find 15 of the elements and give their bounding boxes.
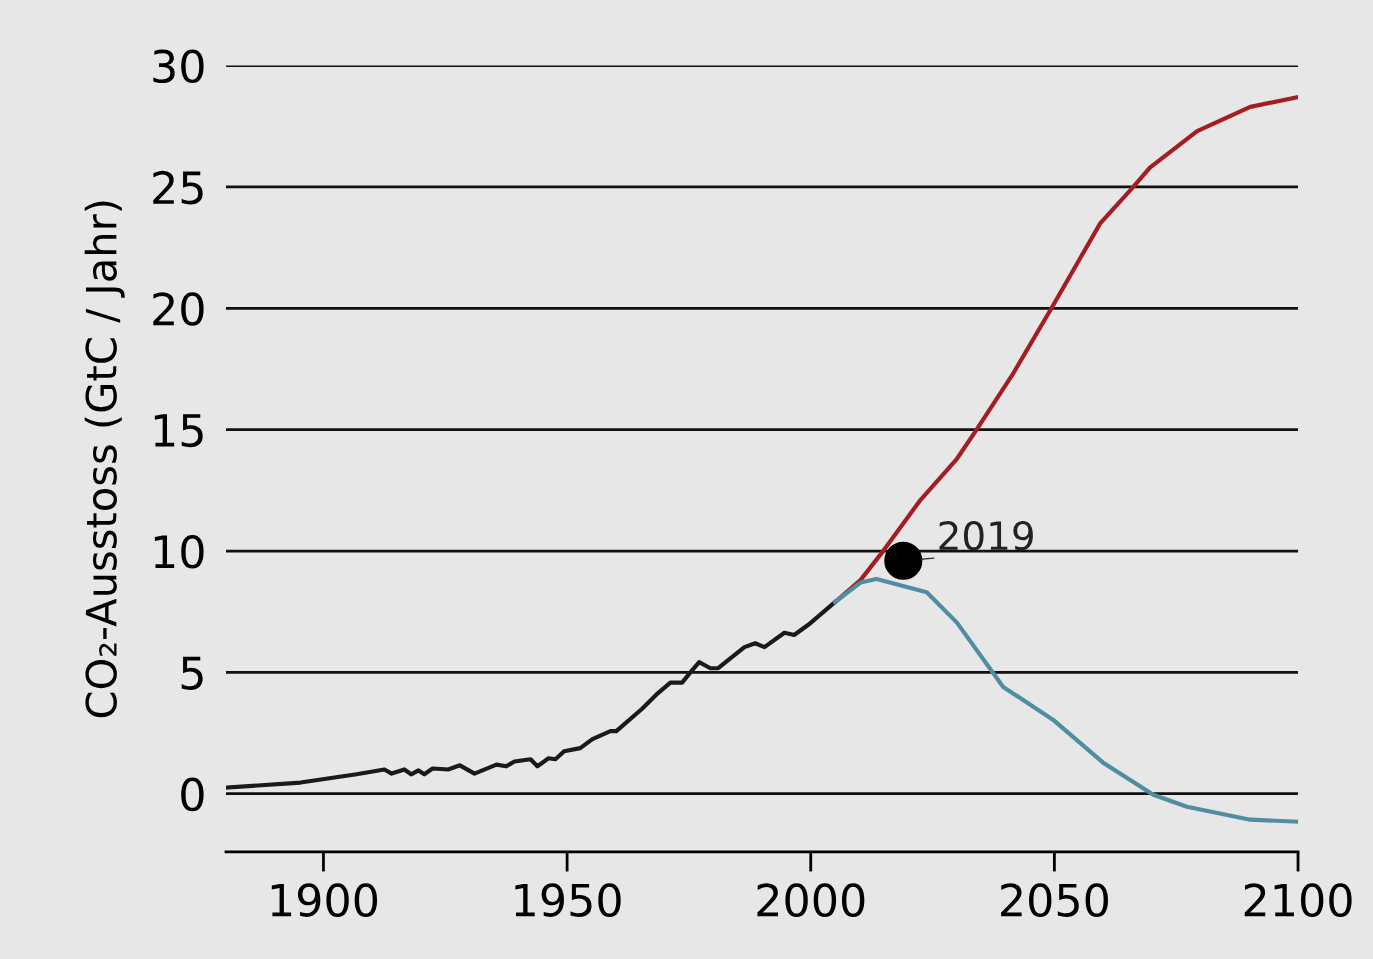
x-tick-label: 1900 [271,883,378,917]
y-tick-label: 15 [154,414,203,448]
y-tick-label: 25 [153,170,203,205]
x-tick-label: 1950 [515,883,621,917]
annotation: 2019 [939,521,1033,551]
y-tick-label: 5 [181,656,203,690]
y-axis-title: CO₂-Ausstoss (GtC / Jahr) [84,201,125,718]
y-tick-label: 30 [153,49,204,84]
y-tick-label: 20 [153,292,204,326]
y-tick-label: 0 [181,777,204,812]
line-series [833,576,1299,824]
x-tick-label: 2050 [1001,883,1108,917]
x-tick-label: 2100 [1244,883,1352,917]
x-tick-label: 2000 [757,883,865,917]
y-tick-label: 10 [154,534,204,569]
